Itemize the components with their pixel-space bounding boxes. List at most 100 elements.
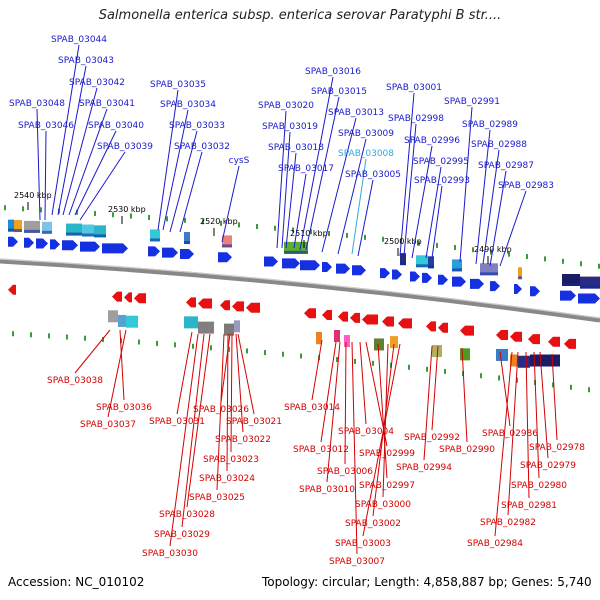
reverse-gene-label[interactable]: SPAB_03010 [299,485,355,495]
reverse-gene-label[interactable]: SPAB_03023 [203,455,259,465]
forward-gene-label[interactable]: SPAB_03040 [88,121,144,131]
reverse-gene-label[interactable]: SPAB_02980 [511,481,567,491]
reverse-gene-label[interactable]: SPAB_03002 [345,519,401,529]
forward-gene-arrow [50,239,60,250]
forward-gene-label[interactable]: SPAB_03033 [169,121,225,131]
forward-gene-label[interactable]: SPAB_03041 [79,99,135,109]
reverse-gene-label[interactable]: SPAB_02986 [482,429,538,439]
reverse-gene-label[interactable]: SPAB_03026 [193,405,249,415]
reverse-leader-line [235,333,244,433]
feature-tick-bottom [210,345,212,351]
reverse-gene-label[interactable]: SPAB_03036 [96,403,152,413]
reverse-gene-label[interactable]: SPAB_03021 [226,417,282,427]
reverse-gene-label[interactable]: SPAB_02999 [359,449,415,459]
forward-gene-label[interactable]: SPAB_02993 [414,176,470,186]
forward-gene-label[interactable]: SPAB_03032 [174,142,230,152]
forward-gene-label[interactable]: SPAB_03019 [262,122,318,132]
feature-tick-bottom [588,387,590,393]
forward-gene-label[interactable]: SPAB_02983 [498,181,554,191]
reverse-gene-label[interactable]: SPAB_03037 [80,420,136,430]
reverse-gene-label[interactable]: SPAB_03014 [284,403,340,413]
reverse-gene-label[interactable]: SPAB_03025 [189,493,245,503]
forward-gene-arrow [36,238,48,249]
feature-tick-bottom [12,331,14,337]
function-box [8,219,14,232]
forward-gene-label[interactable]: SPAB_02989 [462,120,518,130]
reverse-gene-label[interactable]: SPAB_02978 [529,443,585,453]
feature-tick-top [76,209,78,215]
reverse-gene-arrow [338,311,348,322]
feature-tick-top [544,256,546,262]
forward-gene-label[interactable]: SPAB_03020 [258,101,314,111]
forward-leader-line [157,89,179,231]
scale-tick-label: 2520 kbp [200,217,238,226]
forward-gene-label[interactable]: SPAB_03044 [51,35,107,45]
reverse-gene-label[interactable]: SPAB_02982 [480,518,536,528]
forward-gene-arrow [452,276,466,287]
forward-gene-label[interactable]: SPAB_03046 [18,121,74,131]
forward-gene-label[interactable]: SPAB_03013 [328,108,384,118]
feature-tick-bottom [84,335,86,341]
reverse-leader-line [499,351,511,427]
feature-tick-top [274,225,276,231]
forward-leader-line [51,44,80,216]
forward-gene-label[interactable]: SPAB_03017 [278,164,334,174]
reverse-gene-label[interactable]: SPAB_03004 [338,427,394,437]
forward-gene-label[interactable]: SPAB_03043 [58,56,114,66]
reverse-gene-labels: SPAB_03038 SPAB_03036 SPAB_03037 SPAB_03031… [47,376,585,567]
forward-gene-label[interactable]: SPAB_03016 [305,67,361,77]
feature-tick-top [436,242,438,248]
feature-tick-top [472,247,474,253]
reverse-gene-label[interactable]: SPAB_03028 [159,510,215,520]
reverse-gene-label[interactable]: SPAB_03030 [142,549,198,559]
forward-gene-label[interactable]: SPAB_03035 [150,80,206,90]
feature-tick-bottom [516,377,518,383]
reverse-gene-label[interactable]: SPAB_02979 [520,461,576,471]
forward-gene-label[interactable]: SPAB_03015 [311,87,367,97]
forward-gene-arrow [218,252,232,263]
forward-gene-label[interactable]: SPAB_02987 [478,161,534,171]
forward-gene-label[interactable]: SPAB_03039 [97,142,153,152]
feature-tick-top [508,251,510,257]
forward-gene-label[interactable]: SPAB_02995 [413,157,469,167]
reverse-gene-label[interactable]: SPAB_03000 [355,500,411,510]
forward-gene-label[interactable]: SPAB_03005 [345,170,401,180]
reverse-gene-label[interactable]: SPAB_02997 [359,481,415,491]
forward-gene-label[interactable]: SPAB_03008 [338,149,394,159]
reverse-gene-label[interactable]: SPAB_03024 [199,474,255,484]
function-box [344,335,350,348]
forward-gene-label[interactable]: SPAB_02988 [471,140,527,150]
forward-gene-label[interactable]: cysS [229,156,250,166]
reverse-gene-label[interactable]: SPAB_02992 [404,433,460,443]
forward-leader-line [79,151,126,221]
reverse-gene-label[interactable]: SPAB_02990 [439,445,495,455]
forward-gene-label[interactable]: SPAB_03034 [160,100,216,110]
reverse-gene-label[interactable]: SPAB_03006 [317,467,373,477]
reverse-gene-label[interactable]: SPAB_03038 [47,376,103,386]
forward-gene-label[interactable]: SPAB_02998 [388,114,444,124]
reverse-gene-label[interactable]: SPAB_02994 [396,463,452,473]
forward-gene-label[interactable]: SPAB_02996 [404,136,460,146]
reverse-leader-line [169,333,199,547]
reverse-gene-label[interactable]: SPAB_03012 [293,445,349,455]
reverse-gene-label[interactable]: SPAB_03007 [329,557,385,567]
reverse-leader-line [359,341,367,425]
forward-gene-label[interactable]: SPAB_02991 [444,97,500,107]
forward-gene-label[interactable]: SPAB_03042 [69,78,125,88]
forward-gene-label[interactable]: SPAB_03009 [338,129,394,139]
feature-tick-top [220,220,222,226]
reverse-gene-label[interactable]: SPAB_02981 [501,501,557,511]
forward-gene-arrow [392,269,402,280]
reverse-leader-line [176,331,193,415]
reverse-gene-label[interactable]: SPAB_02984 [467,539,523,549]
reverse-gene-label[interactable]: SPAB_03031 [149,417,205,427]
forward-gene-label[interactable]: SPAB_03048 [9,99,65,109]
forward-gene-label[interactable]: SPAB_03018 [268,143,324,153]
reverse-leader-line [74,329,111,374]
forward-gene-label[interactable]: SPAB_03001 [386,83,442,93]
reverse-gene-label[interactable]: SPAB_03003 [335,539,391,549]
function-box [460,348,470,361]
reverse-gene-label[interactable]: SPAB_03022 [215,435,271,445]
reverse-gene-label[interactable]: SPAB_03029 [154,530,210,540]
